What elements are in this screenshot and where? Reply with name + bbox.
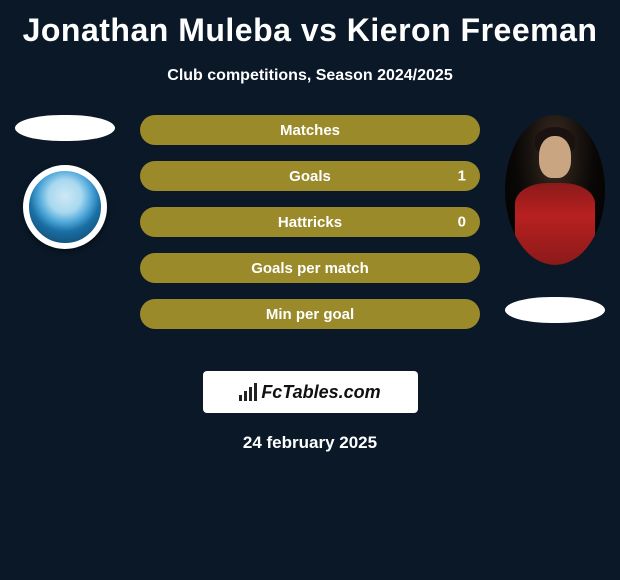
stat-row-goals: Goals 1 [140,161,480,191]
player-right-name-oval [505,297,605,323]
page-title: Jonathan Muleba vs Kieron Freeman [0,0,620,49]
stat-rows: Matches Goals 1 Hattricks 0 Goals per ma… [140,115,480,345]
date-text: 24 february 2025 [0,433,620,453]
club-badge-left [23,165,107,249]
stat-label: Min per goal [266,306,354,323]
branding-box: FcTables.com [203,371,418,413]
stat-row-hattricks: Hattricks 0 [140,207,480,237]
player-photo-right [505,115,605,265]
subtitle: Club competitions, Season 2024/2025 [0,67,620,85]
stat-label: Hattricks [278,214,342,231]
player-left-name-oval [15,115,115,141]
player-right-column [500,115,610,323]
branding-text: FcTables.com [261,382,380,403]
chart-icon [239,383,257,401]
stat-right-value: 1 [458,168,466,185]
comparison-content: Matches Goals 1 Hattricks 0 Goals per ma… [0,115,620,355]
stat-right-value: 0 [458,214,466,231]
stat-row-goals-per-match: Goals per match [140,253,480,283]
stat-label: Goals [289,168,331,185]
stat-row-matches: Matches [140,115,480,145]
stat-label: Goals per match [251,260,369,277]
player-left-column [10,115,120,249]
stat-label: Matches [280,122,340,139]
player-head [539,136,571,178]
stat-row-min-per-goal: Min per goal [140,299,480,329]
